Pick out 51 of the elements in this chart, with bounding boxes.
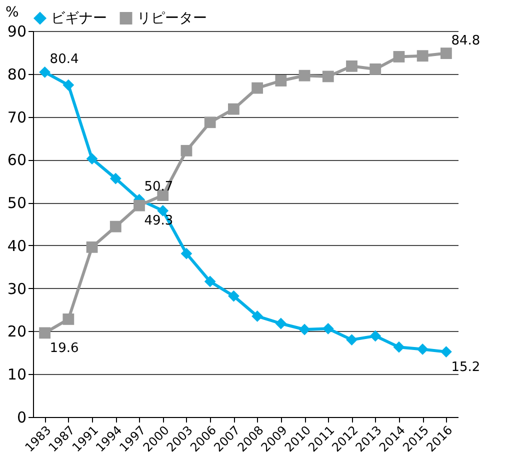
point (298, 70, 310, 82)
point (346, 334, 358, 346)
point (39, 66, 51, 78)
point (440, 346, 452, 358)
point (86, 241, 98, 253)
point (110, 172, 122, 184)
point (298, 324, 310, 336)
point (228, 290, 240, 302)
y-tick-label: 80 (7, 65, 26, 84)
annotation: 80.4 (50, 52, 79, 68)
point (440, 48, 452, 60)
point (39, 327, 51, 339)
point (86, 153, 98, 165)
point (322, 70, 334, 82)
y-tick-label: 40 (7, 236, 26, 255)
point (62, 79, 74, 91)
point (228, 103, 240, 115)
point (416, 344, 428, 355)
legend-label: ビギナー (51, 10, 107, 26)
point (393, 51, 405, 62)
point (393, 341, 405, 353)
y-tick-label: 60 (7, 151, 26, 170)
y-tick-label: 0 (16, 408, 26, 426)
annotation: 15.2 (451, 360, 480, 375)
annotation: 19.6 (50, 340, 79, 356)
point (204, 276, 216, 288)
point (180, 248, 192, 260)
point (134, 200, 145, 212)
point (370, 330, 382, 342)
point (110, 220, 122, 232)
y-tick-label: 20 (7, 322, 26, 341)
point (322, 322, 334, 334)
point (62, 314, 74, 325)
point (180, 144, 192, 156)
point (252, 82, 264, 94)
point (204, 116, 216, 128)
point (252, 310, 264, 322)
annotation: 84.8 (451, 33, 480, 48)
point (275, 75, 287, 86)
point (370, 63, 382, 75)
y-axis-title: % (6, 4, 19, 20)
y-tick-label: 90 (7, 22, 26, 40)
y-tick-label: 30 (7, 280, 26, 298)
y-tick-label: 50 (7, 194, 26, 212)
y-tick-label: 10 (7, 366, 26, 384)
annotation: 50.7 (144, 180, 174, 195)
point (346, 60, 358, 72)
legend-label: リピーター (137, 10, 207, 26)
point (275, 318, 287, 330)
point (416, 50, 428, 62)
y-tick-label: 70 (7, 108, 26, 126)
